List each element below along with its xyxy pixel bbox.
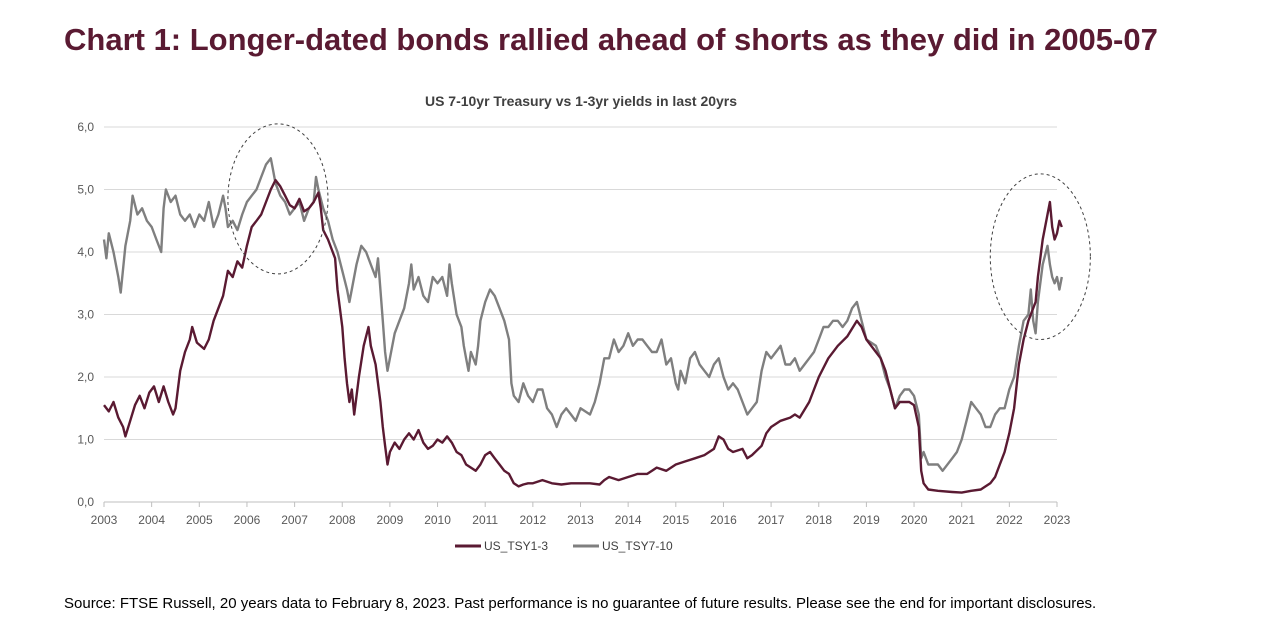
x-tick-label: 2022: [996, 513, 1023, 527]
x-axis-ticks: 2003 2004 2005 2006 2007 2008 2009 2010 2011 2012…: [91, 502, 1071, 527]
y-tick-label: 2,0: [77, 370, 94, 384]
x-tick-label: 2017: [758, 513, 785, 527]
x-tick-label: 2005: [186, 513, 213, 527]
x-tick-label: 2021: [948, 513, 975, 527]
x-tick-label: 2020: [901, 513, 928, 527]
x-tick-label: 2018: [805, 513, 832, 527]
y-tick-label: 6,0: [77, 120, 94, 134]
x-tick-label: 2010: [424, 513, 451, 527]
series-lines: [102, 157, 1063, 494]
series-line-short: [103, 178, 1063, 494]
x-tick-label: 2004: [138, 513, 165, 527]
y-axis-ticks: 0,0 1,0 2,0 3,0 4,0 5,0 6,0: [77, 120, 94, 509]
x-tick-label: 2007: [281, 513, 308, 527]
x-tick-label: 2011: [472, 513, 498, 527]
page-title: Chart 1: Longer-dated bonds rallied ahea…: [64, 22, 1158, 57]
y-tick-label: 5,0: [77, 183, 94, 197]
y-tick-label: 3,0: [77, 308, 94, 322]
annotation-ellipse: [227, 123, 329, 275]
x-tick-label: 2019: [853, 513, 880, 527]
x-tick-label: 2012: [519, 513, 546, 527]
legend-item-short: US_TSY1-3: [455, 539, 548, 553]
annotations: [227, 123, 1091, 340]
x-tick-label: 2015: [662, 513, 689, 527]
x-tick-label: 2013: [567, 513, 594, 527]
x-tick-label: 2023: [1044, 513, 1071, 527]
chart-title: US 7-10yr Treasury vs 1-3yr yields in la…: [425, 93, 737, 109]
yield-line-chart: US 7-10yr Treasury vs 1-3yr yields in la…: [77, 93, 1091, 553]
x-tick-label: 2016: [710, 513, 737, 527]
legend-label-short: US_TSY1-3: [484, 539, 548, 553]
y-tick-label: 1,0: [77, 433, 94, 447]
gridlines: [104, 126, 1057, 503]
x-tick-label: 2009: [377, 513, 404, 527]
legend-label-long: US_TSY7-10: [602, 539, 673, 553]
x-tick-label: 2014: [615, 513, 642, 527]
y-tick-label: 4,0: [77, 245, 94, 259]
y-tick-label: 0,0: [77, 495, 94, 509]
x-tick-label: 2003: [91, 513, 118, 527]
x-tick-label: 2006: [234, 513, 261, 527]
series-line-long: [102, 157, 1063, 472]
annotation-ellipse: [989, 173, 1091, 340]
source-note: Source: FTSE Russell, 20 years data to F…: [64, 595, 1097, 612]
legend: US_TSY1-3 US_TSY7-10: [455, 539, 673, 553]
x-tick-label: 2008: [329, 513, 356, 527]
legend-item-long: US_TSY7-10: [573, 539, 673, 553]
